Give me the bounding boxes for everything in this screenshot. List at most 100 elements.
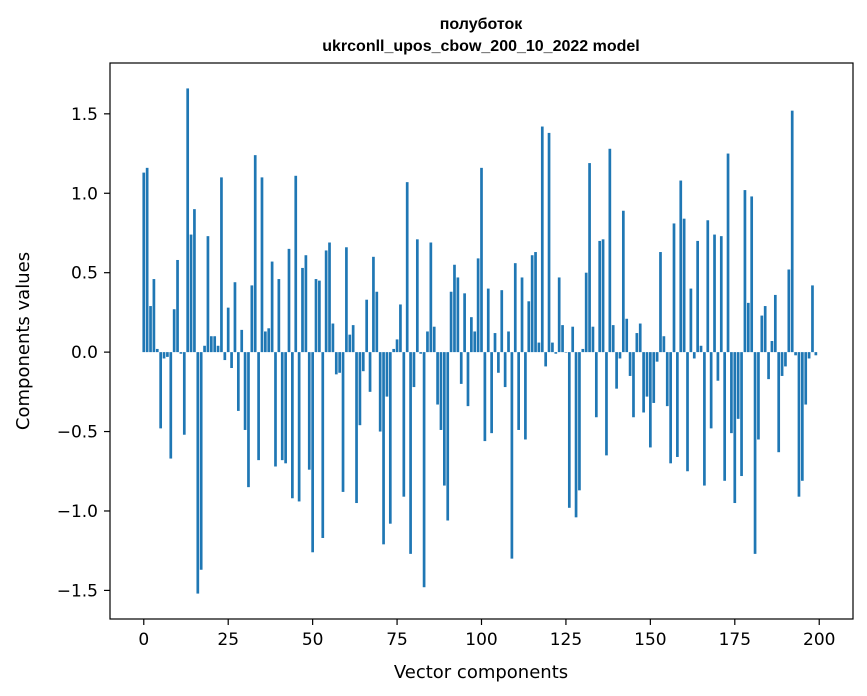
bar-component-120 xyxy=(547,132,551,353)
bar-component-174 xyxy=(730,352,733,434)
bar-component-99 xyxy=(476,258,480,353)
bar-component-39 xyxy=(274,352,277,467)
bar-component-189 xyxy=(780,352,784,376)
x-tick-label: 200 xyxy=(803,630,835,650)
bar-component-188 xyxy=(777,352,781,453)
y-tick-label: −0.5 xyxy=(57,423,98,443)
bar-component-164 xyxy=(696,240,699,353)
bar-component-198 xyxy=(811,285,814,353)
bar-component-108 xyxy=(507,331,510,353)
bar-component-168 xyxy=(709,352,713,429)
bar-component-185 xyxy=(767,352,770,380)
bar-component-63 xyxy=(355,352,358,504)
bar-component-47 xyxy=(301,267,304,353)
bar-component-165 xyxy=(699,345,703,353)
bar-component-130 xyxy=(581,348,585,353)
bar-component-85 xyxy=(429,242,433,353)
bar-component-160 xyxy=(682,218,686,353)
bar-component-18 xyxy=(203,345,206,353)
bar-component-67 xyxy=(368,352,372,392)
bar-component-33 xyxy=(253,155,257,353)
bar-component-111 xyxy=(517,352,520,430)
bar-component-9 xyxy=(172,309,176,353)
bar-component-26 xyxy=(230,352,233,369)
bar-component-191 xyxy=(787,269,791,353)
bar-component-190 xyxy=(784,352,787,367)
bar-component-148 xyxy=(642,352,645,413)
bar-component-179 xyxy=(746,302,750,353)
bar-component-140 xyxy=(615,352,618,389)
bar-component-83 xyxy=(422,352,426,588)
bar-component-141 xyxy=(618,352,622,359)
bar-component-89 xyxy=(443,352,446,486)
bar-component-20 xyxy=(209,336,213,353)
bar-component-52 xyxy=(318,280,321,353)
bar-component-21 xyxy=(213,336,217,353)
bar-component-178 xyxy=(743,190,747,353)
bar-component-91 xyxy=(449,291,453,353)
bar-component-76 xyxy=(399,304,402,353)
bar-component-94 xyxy=(459,352,463,384)
bar-component-161 xyxy=(686,352,689,472)
bar-component-69 xyxy=(375,291,379,353)
bar-component-34 xyxy=(257,352,260,461)
bar-component-92 xyxy=(453,264,456,353)
bar-component-109 xyxy=(510,352,514,559)
x-tick-label: 175 xyxy=(719,630,751,650)
x-tick-label: 25 xyxy=(217,630,239,650)
bar-component-146 xyxy=(635,333,639,353)
bar-component-5 xyxy=(159,352,163,429)
bar-component-41 xyxy=(280,352,284,461)
bar-component-87 xyxy=(436,352,439,405)
bar-component-194 xyxy=(797,352,801,497)
bar-component-40 xyxy=(277,279,281,353)
y-tick-label: 1.5 xyxy=(71,105,98,125)
bar-component-49 xyxy=(307,352,311,470)
bar-component-110 xyxy=(513,263,517,353)
bar-component-176 xyxy=(736,352,740,419)
bar-component-46 xyxy=(297,352,301,502)
bar-component-15 xyxy=(193,209,196,353)
bar-component-48 xyxy=(304,255,308,353)
bar-component-121 xyxy=(551,342,554,353)
bar-component-182 xyxy=(757,352,760,440)
bar-component-138 xyxy=(608,148,612,353)
bar-component-116 xyxy=(534,252,537,353)
bar-component-143 xyxy=(625,318,629,353)
bar-component-16 xyxy=(196,352,200,594)
bar-component-36 xyxy=(264,331,267,353)
bar-component-136 xyxy=(601,239,605,353)
bar-component-38 xyxy=(270,261,274,353)
bar-component-86 xyxy=(432,326,436,353)
bar-component-195 xyxy=(800,352,804,481)
bar-component-134 xyxy=(594,352,598,418)
bar-component-127 xyxy=(571,326,575,353)
bar-component-187 xyxy=(773,294,777,353)
bar-component-107 xyxy=(503,352,507,388)
bar-component-156 xyxy=(669,352,672,464)
bar-component-84 xyxy=(426,331,429,353)
bar-component-79 xyxy=(409,352,412,554)
bar-component-45 xyxy=(294,175,298,353)
bar-component-37 xyxy=(267,328,271,353)
bar-component-104 xyxy=(493,333,497,353)
bar-component-28 xyxy=(236,352,240,411)
bar-component-8 xyxy=(169,352,173,459)
bar-component-71 xyxy=(382,352,385,545)
bar-component-44 xyxy=(291,352,294,499)
bar-component-96 xyxy=(466,352,470,407)
bar-component-29 xyxy=(240,329,244,353)
bar-component-50 xyxy=(311,352,314,553)
bar-component-62 xyxy=(351,325,355,353)
bar-component-31 xyxy=(247,352,250,488)
y-axis-label: Components values xyxy=(13,252,34,430)
bar-component-183 xyxy=(760,315,764,353)
bar-component-173 xyxy=(726,153,730,353)
bar-component-133 xyxy=(591,326,595,353)
bar-component-14 xyxy=(189,234,193,353)
bar-component-7 xyxy=(166,352,169,357)
bar-component-32 xyxy=(250,285,254,353)
x-tick-label: 125 xyxy=(550,630,582,650)
bar-component-1 xyxy=(145,167,149,353)
bar-component-149 xyxy=(645,352,649,397)
